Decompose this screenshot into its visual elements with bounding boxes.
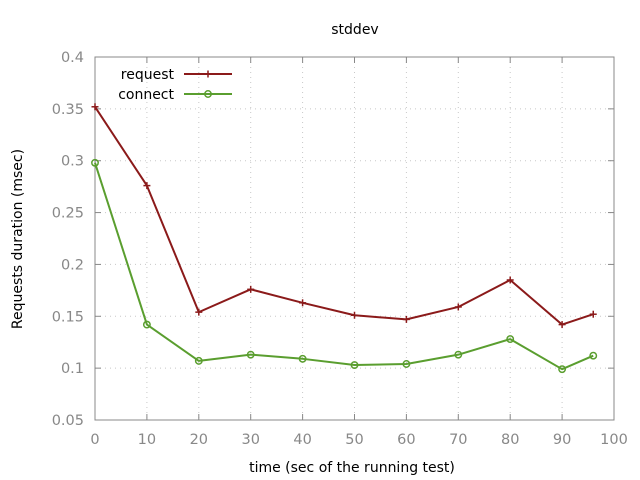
connect-point (454, 350, 463, 359)
request-point (589, 310, 597, 318)
legend-label-connect: connect (118, 87, 174, 103)
connect-point (589, 351, 598, 360)
x-tick-label: 60 (397, 432, 415, 448)
y-axis-label: Requests duration (msec) (10, 149, 26, 329)
x-ticks: 0 10 20 30 40 50 60 70 80 90 100 (90, 57, 628, 448)
request-line (94, 106, 594, 326)
y-tick-label: 0.05 (52, 413, 84, 429)
connect-point (91, 158, 99, 167)
request-point (454, 303, 462, 311)
request-point (247, 285, 255, 293)
chart-title: stddev (331, 22, 378, 38)
connect-point (298, 354, 307, 363)
request-point (195, 308, 203, 316)
series-group (91, 103, 598, 374)
legend-marker-request (204, 70, 212, 78)
legend-marker-connect (204, 90, 212, 98)
x-tick-label: 0 (90, 432, 99, 448)
grid (95, 57, 614, 420)
x-tick-label: 80 (501, 432, 519, 448)
request-point (402, 315, 410, 323)
x-tick-label: 40 (293, 432, 311, 448)
y-tick-label: 0.15 (52, 309, 84, 325)
x-axis-label: time (sec of the running test) (249, 460, 455, 476)
y-tick-label: 0.25 (52, 206, 84, 222)
connect-series (91, 158, 598, 374)
y-tick-label: 0.1 (61, 361, 84, 377)
request-point (351, 311, 358, 319)
x-tick-label: 20 (190, 432, 208, 448)
x-tick-label: 100 (600, 432, 628, 448)
x-tick-label: 70 (449, 432, 467, 448)
request-point (558, 321, 566, 329)
legend: request connect (118, 67, 232, 103)
y-tick-label: 0.2 (61, 257, 84, 273)
request-point (506, 276, 514, 284)
connect-point (558, 365, 567, 374)
connect-line (94, 162, 594, 371)
connect-point (402, 360, 411, 368)
connect-point (142, 320, 151, 329)
x-tick-label: 30 (241, 432, 259, 448)
connect-point (506, 335, 515, 344)
x-tick-label: 50 (345, 432, 363, 448)
y-tick-label: 0.4 (61, 50, 84, 66)
request-point (91, 103, 99, 111)
connect-point (194, 356, 203, 365)
x-tick-label: 90 (553, 432, 571, 448)
request-series (91, 103, 597, 329)
y-ticks: 0.05 0.1 0.15 0.2 0.25 0.3 0.35 0.4 (52, 50, 614, 429)
x-tick-label: 10 (138, 432, 156, 448)
y-tick-label: 0.35 (52, 102, 84, 118)
request-point (299, 299, 307, 307)
y-tick-label: 0.3 (61, 154, 84, 170)
connect-point (246, 350, 255, 359)
legend-label-request: request (121, 67, 175, 83)
request-point (143, 182, 151, 190)
connect-point (350, 361, 359, 369)
